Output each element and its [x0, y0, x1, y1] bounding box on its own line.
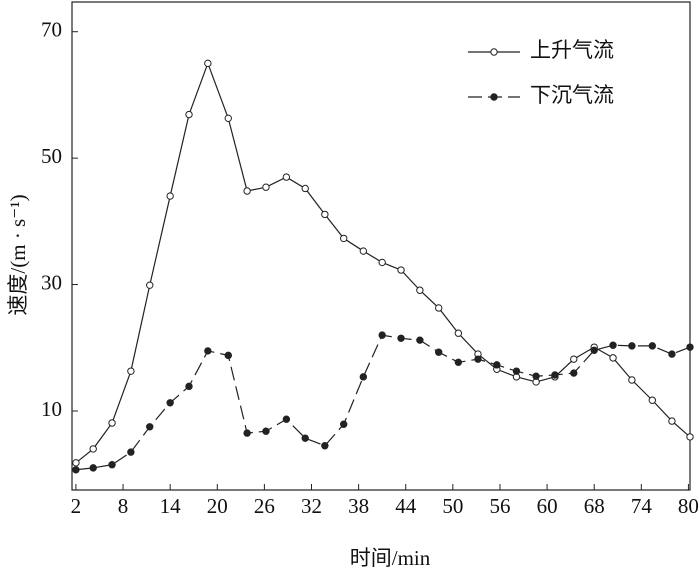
x-tick-label: 74	[631, 494, 653, 518]
data-point	[570, 355, 578, 363]
data-point	[72, 459, 80, 467]
data-point	[648, 396, 657, 404]
x-tick-label: 50	[442, 494, 463, 518]
data-point	[609, 354, 617, 362]
data-point	[108, 461, 116, 469]
x-tick-label: 38	[348, 494, 369, 518]
data-point	[397, 266, 405, 274]
data-point	[127, 367, 135, 375]
y-tick-label: 30	[41, 270, 62, 294]
legend-label: 下沉气流	[530, 83, 614, 107]
x-tick-label: 14	[160, 494, 182, 518]
x-tick-label: 68	[584, 494, 605, 518]
data-point	[551, 371, 559, 379]
data-point	[340, 420, 348, 428]
data-point	[166, 399, 174, 407]
data-point	[686, 343, 694, 351]
data-point	[359, 247, 368, 255]
x-tick-label: 44	[395, 494, 417, 518]
data-point	[321, 210, 329, 219]
data-point	[166, 192, 174, 200]
data-point	[146, 423, 154, 431]
data-point	[224, 114, 232, 123]
data-point	[262, 427, 270, 435]
legend-label: 上升气流	[530, 38, 614, 62]
y-tick-label: 10	[41, 397, 62, 421]
data-point	[378, 258, 386, 267]
data-point	[89, 464, 97, 472]
data-point	[127, 448, 135, 456]
data-point	[359, 373, 368, 381]
data-point	[686, 433, 694, 441]
data-point	[185, 110, 193, 119]
data-point	[648, 342, 657, 350]
data-point	[609, 341, 617, 349]
data-point	[474, 355, 482, 363]
data-point	[185, 382, 193, 391]
x-tick-label: 80	[678, 494, 699, 518]
data-point	[397, 334, 405, 342]
x-axis-label: 时间/min	[350, 546, 431, 570]
data-point	[301, 184, 309, 193]
x-tick-label: 8	[118, 494, 129, 518]
data-point	[570, 369, 578, 377]
plot-frame	[71, 1, 691, 491]
data-point	[493, 361, 501, 369]
legend-marker	[490, 93, 498, 101]
data-point	[454, 329, 463, 337]
data-point	[435, 304, 443, 312]
data-point	[512, 367, 521, 375]
data-point	[668, 350, 676, 358]
data-point	[416, 286, 424, 294]
y-tick-label: 50	[41, 144, 62, 168]
data-point	[532, 372, 540, 380]
data-point	[204, 347, 212, 355]
data-point	[282, 173, 291, 181]
data-point	[108, 419, 116, 427]
x-tick-label: 26	[254, 494, 275, 518]
data-point	[378, 331, 386, 339]
data-point	[72, 466, 80, 474]
data-point	[668, 417, 676, 425]
x-tick-label: 2	[71, 494, 82, 518]
data-point	[282, 415, 291, 423]
data-point	[321, 442, 329, 450]
x-tick-label: 20	[207, 494, 228, 518]
data-point	[340, 234, 348, 243]
y-tick-label: 70	[41, 18, 62, 42]
x-tick-label: 60	[537, 494, 558, 518]
x-tick-label: 32	[301, 494, 322, 518]
data-point	[628, 342, 636, 350]
y-axis-label: 速度/(m · s⁻¹)	[6, 194, 30, 315]
x-tick-label: 56	[489, 494, 510, 518]
data-point	[628, 376, 636, 384]
data-point	[243, 187, 251, 195]
data-point	[454, 358, 463, 367]
data-point	[262, 183, 270, 191]
data-point	[224, 351, 232, 360]
data-point	[416, 336, 424, 344]
legend-marker	[490, 48, 498, 56]
data-point	[204, 59, 212, 68]
data-point	[435, 348, 443, 356]
data-point	[301, 434, 309, 442]
data-point	[243, 429, 251, 437]
data-point	[89, 445, 97, 453]
data-point	[146, 281, 154, 289]
data-point	[590, 346, 598, 355]
